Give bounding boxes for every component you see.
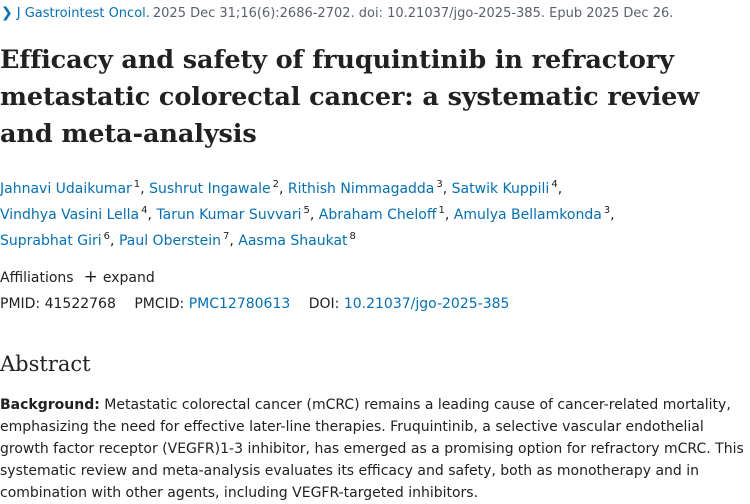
affiliation-ref[interactable]: 4 xyxy=(141,205,148,216)
affiliation-ref[interactable]: 6 xyxy=(103,231,111,242)
affiliation-ref[interactable]: 3 xyxy=(603,205,611,216)
background-text: Metastatic colorectal cancer (mCRC) rema… xyxy=(0,397,744,501)
pmid-value: 41522768 xyxy=(44,296,116,312)
author-link[interactable]: Aasma Shaukat xyxy=(238,233,348,249)
author-link[interactable]: Abraham Cheloff xyxy=(318,207,437,223)
pmcid-label: PMCID: xyxy=(134,296,185,312)
author-link[interactable]: Rithish Nimmagadda xyxy=(287,181,435,197)
affiliation-ref[interactable]: 1 xyxy=(438,205,445,216)
author-list: Jahnavi Udaikumar 1, Sushrut Ingawale 2, R… xyxy=(0,179,615,250)
author-link[interactable]: Tarun Kumar Suvvari xyxy=(156,207,302,223)
chevron-right-icon[interactable]: ❯ xyxy=(1,5,13,21)
author-link[interactable]: Amulya Bellamkonda xyxy=(453,207,602,223)
journal-link[interactable]: J Gastrointest Oncol. xyxy=(16,6,150,21)
author-link[interactable]: Suprabhat Giri xyxy=(0,233,102,249)
affiliation-ref[interactable]: 2 xyxy=(272,179,279,190)
doi-label: DOI: xyxy=(308,296,340,312)
affiliation-ref[interactable]: 3 xyxy=(436,179,443,190)
abstract-paragraph: Background: Metastatic colorectal cancer… xyxy=(0,394,745,504)
affiliations-toggle[interactable]: Affiliations + expand xyxy=(0,267,155,288)
pmid-label: PMID: xyxy=(0,296,41,312)
citation-line: ❯ J Gastrointest Oncol. 2025 Dec 31;16(6):… xyxy=(0,3,673,23)
expand-label[interactable]: expand xyxy=(102,270,155,286)
citation-details: 2025 Dec 31;16(6):2686-2702. doi: 10.210… xyxy=(152,6,674,21)
abstract-heading: Abstract xyxy=(0,352,91,376)
affiliation-ref[interactable]: 1 xyxy=(133,179,141,190)
plus-icon[interactable]: + xyxy=(83,267,98,287)
author-link[interactable]: Vindhya Vasini Lella xyxy=(0,207,140,223)
author-link[interactable]: Satwik Kuppili xyxy=(451,181,550,197)
author-link[interactable]: Jahnavi Udaikumar xyxy=(0,181,132,197)
affiliation-ref[interactable]: 4 xyxy=(551,179,558,190)
affiliation-ref[interactable]: 8 xyxy=(349,231,356,242)
doi-link[interactable]: 10.21037/jgo-2025-385 xyxy=(343,296,510,312)
affiliation-ref[interactable]: 5 xyxy=(303,205,310,216)
article-identifiers: PMID: 41522768 PMCID: PMC12780613 DOI: 1… xyxy=(0,294,509,314)
article-title: Efficacy and safety of fruquintinib in r… xyxy=(0,45,700,149)
affiliation-ref[interactable]: 7 xyxy=(222,231,230,242)
author-link[interactable]: Sushrut Ingawale xyxy=(149,181,271,197)
affiliations-label: Affiliations xyxy=(0,270,74,286)
author-link[interactable]: Paul Oberstein xyxy=(118,233,221,249)
pmcid-link[interactable]: PMC12780613 xyxy=(188,296,291,312)
background-label: Background: xyxy=(0,397,100,413)
